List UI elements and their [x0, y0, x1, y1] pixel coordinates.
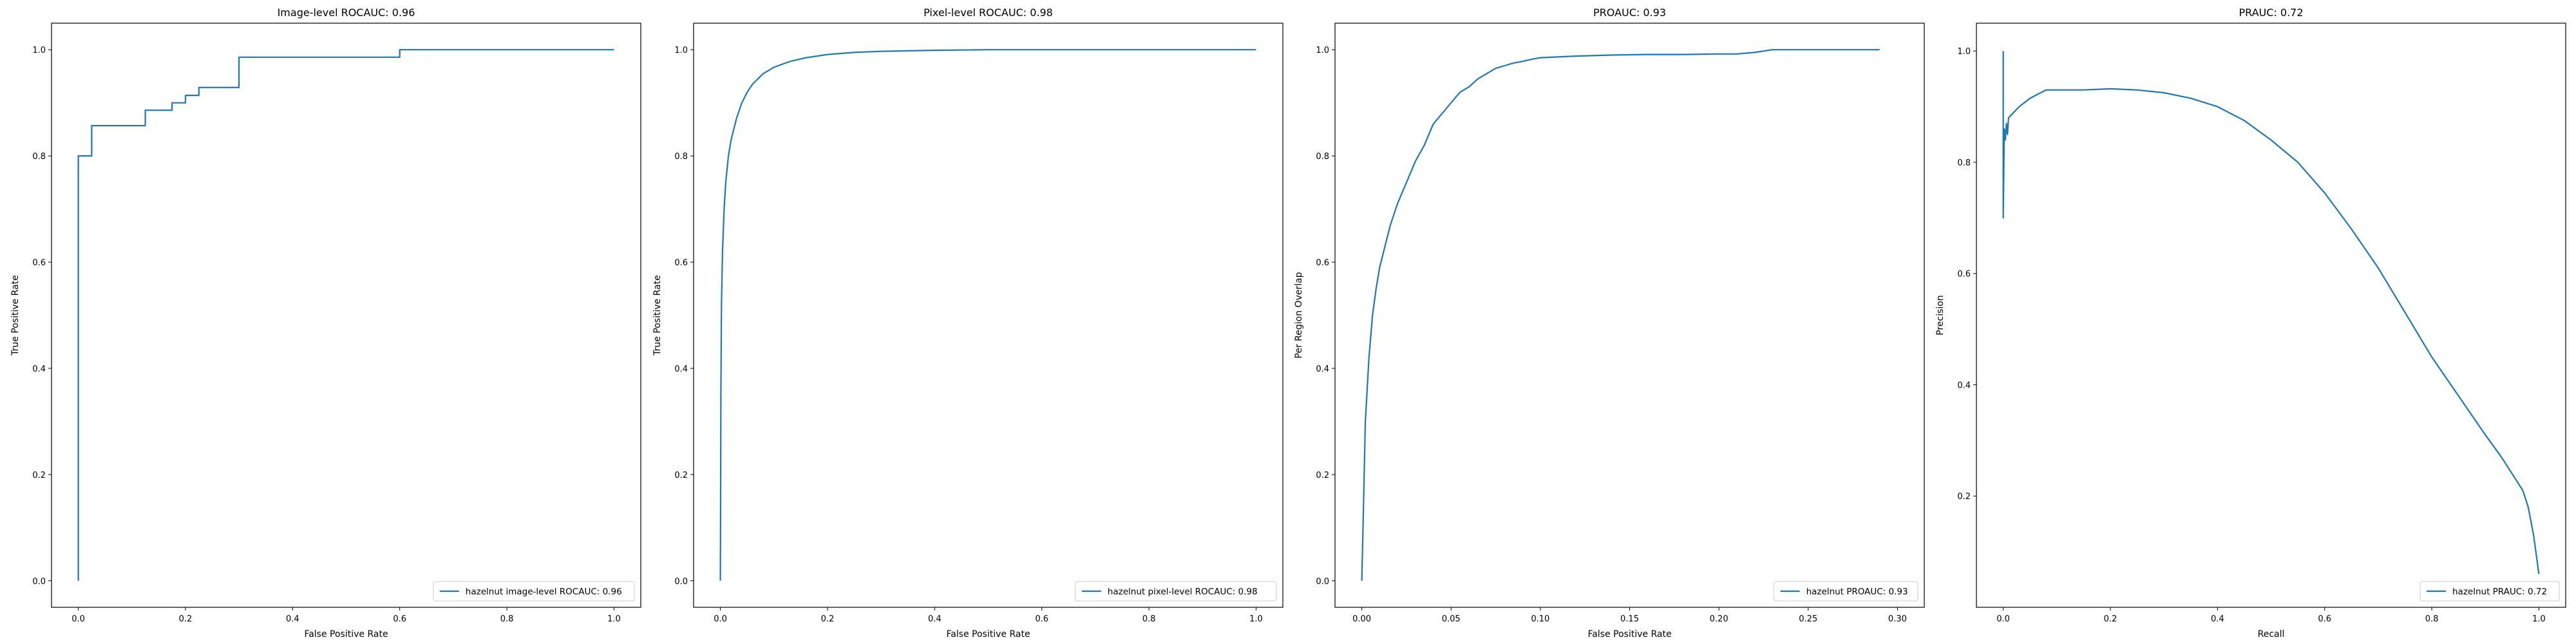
y-tick-label: 0.8 [32, 152, 46, 162]
x-tick-label: 0.30 [1888, 614, 1907, 624]
legend: hazelnut pixel-level ROCAUC: 0.98 [1075, 581, 1277, 601]
x-tick-label: 0.6 [2318, 614, 2331, 624]
x-tick-label: 0.2 [179, 614, 193, 624]
x-tick-label: 0.25 [1799, 614, 1817, 624]
y-tick-label: 0.2 [32, 471, 46, 480]
x-tick-label: 0.0 [71, 614, 85, 624]
legend-box [2420, 581, 2560, 601]
legend: hazelnut image-level ROCAUC: 0.96 [433, 581, 635, 601]
series-line-1 [1361, 49, 1880, 581]
x-tick-label: 0.20 [1710, 614, 1728, 624]
x-axis-label: Recall [2258, 629, 2285, 639]
x-tick-label: 0.8 [500, 614, 514, 624]
x-tick-label: 0.8 [1142, 614, 1156, 624]
y-axis-label: Per Region Overlap [1294, 272, 1304, 358]
y-tick-label: 0.0 [674, 577, 688, 587]
x-tick-label: 1.0 [1249, 614, 1263, 624]
axes-frame [51, 23, 641, 608]
x-tick-label: 0.10 [1531, 614, 1549, 624]
legend: hazelnut PROAUC: 0.93 [1774, 581, 1918, 601]
legend-label: hazelnut image-level ROCAUC: 0.96 [466, 587, 622, 597]
x-tick-label: 0.15 [1620, 614, 1639, 624]
x-tick-label: 0.2 [2104, 614, 2117, 624]
chart-title: PROAUC: 0.93 [1593, 6, 1666, 19]
x-tick-label: 0.2 [821, 614, 835, 624]
y-tick-label: 1.0 [1957, 47, 1971, 57]
x-tick-label: 0.8 [2425, 614, 2439, 624]
chart-panel-1: Image-level ROCAUC: 0.96 0.0 0.2 0.4 0.6 0.8 1… [10, 6, 641, 639]
x-tick-label: 1.0 [607, 614, 621, 624]
series-line-1 [77, 49, 614, 581]
x-tick-label: 0.4 [928, 614, 942, 624]
legend-box [1774, 581, 1918, 601]
x-axis-label: False Positive Rate [946, 629, 1030, 639]
y-tick-label: 0.2 [1957, 492, 1971, 502]
series-line-1 [2002, 51, 2540, 574]
y-tick-label: 0.4 [32, 365, 46, 374]
y-tick-label: 0.0 [32, 577, 46, 587]
chart-panel-4: PRAUC: 0.72 0.0 0.2 0.4 0.6 0.8 1.0 0.2 0.4 0.6 0.… [1935, 6, 2566, 639]
chart-title: Pixel-level ROCAUC: 0.98 [923, 6, 1053, 19]
y-tick-label: 0.2 [674, 471, 688, 480]
y-tick-label: 1.0 [32, 46, 46, 55]
legend-label: hazelnut pixel-level ROCAUC: 0.98 [1108, 587, 1258, 597]
y-tick-label: 0.6 [32, 258, 46, 268]
legend: hazelnut PRAUC: 0.72 [2420, 581, 2560, 601]
axes-frame [1976, 23, 2566, 608]
x-tick-label: 1.0 [2532, 614, 2546, 624]
y-tick-label: 0.8 [1316, 152, 1329, 162]
x-tick-label: 0.4 [286, 614, 299, 624]
y-tick-label: 0.6 [1957, 270, 1971, 279]
chart-title: Image-level ROCAUC: 0.96 [278, 6, 415, 19]
x-tick-label: 0.0 [714, 614, 727, 624]
y-tick-label: 0.4 [674, 365, 688, 374]
chart-panel-3: PROAUC: 0.93 0.00 0.05 0.10 0.15 0.20 0.25 0.30… [1294, 6, 1925, 639]
y-tick-label: 0.8 [674, 152, 688, 162]
x-axis-label: False Positive Rate [304, 629, 388, 639]
x-tick-label: 0.0 [1996, 614, 2010, 624]
axes-frame [1334, 23, 1925, 608]
y-tick-label: 0.6 [1316, 258, 1329, 268]
y-tick-label: 0.8 [1957, 158, 1971, 168]
axes-frame [693, 23, 1283, 608]
legend-label: hazelnut PROAUC: 0.93 [1806, 587, 1908, 597]
x-tick-label: 0.6 [1035, 614, 1048, 624]
y-tick-label: 0.4 [1957, 381, 1971, 390]
y-tick-label: 0.4 [1316, 365, 1329, 374]
y-tick-label: 0.0 [1316, 577, 1329, 587]
y-tick-label: 1.0 [1316, 46, 1329, 55]
y-axis-label: Precision [1935, 295, 1946, 335]
chart-panel-2: Pixel-level ROCAUC: 0.98 0.0 0.2 0.4 0.6 0.8 1… [652, 6, 1283, 639]
legend-box [1075, 581, 1277, 601]
y-axis-label: True Positive Rate [652, 275, 663, 356]
x-tick-label: 0.05 [1442, 614, 1461, 624]
y-tick-label: 0.2 [1316, 471, 1329, 480]
legend-box [433, 581, 635, 601]
x-tick-label: 0.00 [1352, 614, 1371, 624]
x-axis-label: False Positive Rate [1587, 629, 1671, 639]
chart-title: PRAUC: 0.72 [2239, 6, 2303, 19]
y-tick-label: 1.0 [674, 46, 688, 55]
y-axis-label: True Positive Rate [10, 275, 21, 356]
series-line-1 [719, 49, 1256, 581]
legend-label: hazelnut PRAUC: 0.72 [2452, 587, 2547, 597]
y-tick-label: 0.6 [674, 258, 688, 268]
x-tick-label: 0.6 [393, 614, 406, 624]
x-tick-label: 0.4 [2211, 614, 2224, 624]
